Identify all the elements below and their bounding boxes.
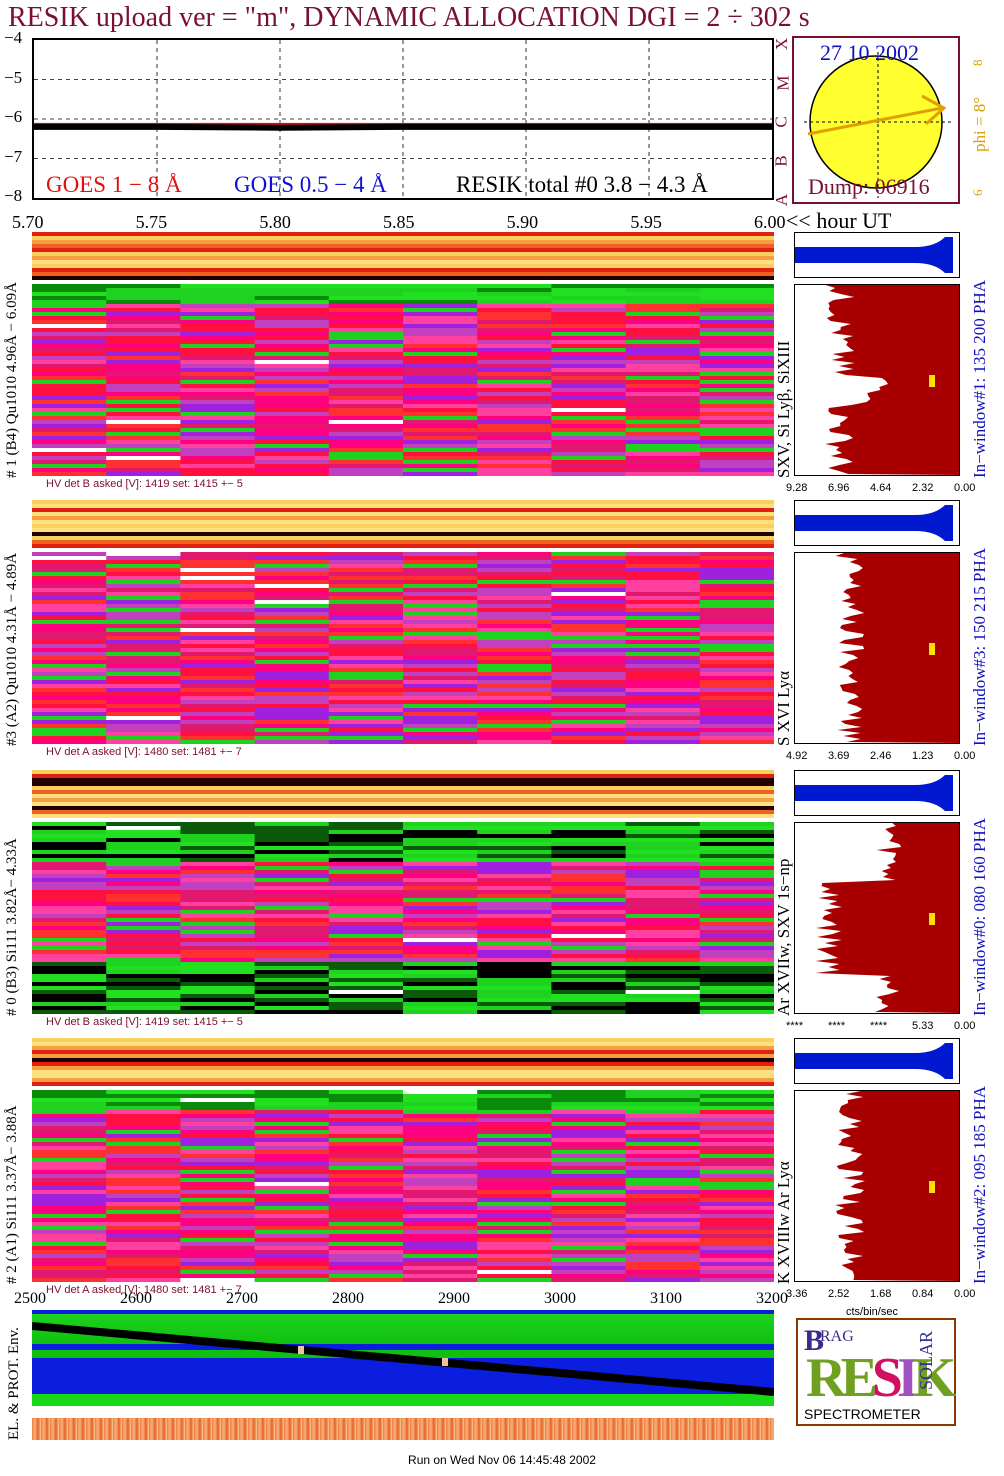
pha-scale-tick: ****: [870, 1020, 888, 1032]
phi-extra: 8: [970, 59, 985, 67]
goes-y-tick: −7: [4, 146, 23, 166]
spectrogram-ch0: [32, 770, 775, 1014]
time-tick: 5.95: [630, 212, 662, 232]
bottom-tick: 2900: [438, 1290, 470, 1307]
logo-caption: SPECTROMETER: [804, 1406, 921, 1422]
window-label-ch3: In−window#3: 150 215 PHA: [970, 547, 989, 746]
flare-class-label: X: [772, 37, 792, 51]
legend-goes-1-8: GOES 1 − 8 Å: [46, 172, 182, 197]
hv-label-ch0: HV det B asked [V]: 1419 set: 1415 +− 5: [46, 1016, 243, 1028]
channel-label-ch2: # 2 (A1) Si111 3.37Å− 3.88Å: [4, 1105, 20, 1284]
bottom-tick: 2700: [226, 1290, 258, 1307]
time-tick: 5.70: [12, 212, 44, 232]
bottom-tick: 2800: [332, 1290, 364, 1307]
page-title: RESIK upload ver = "m", DYNAMIC ALLOCATI…: [8, 2, 810, 33]
bottom-tick: 3200: [756, 1290, 788, 1307]
dump-label: Dump: 06916: [808, 174, 930, 199]
line-label-ch0: Ar XVIIw, SXV 1s−np: [774, 858, 793, 1016]
goes-y-tick: −4: [4, 28, 23, 47]
pha-scale-tick: ****: [786, 1020, 804, 1032]
legend-resik-total: RESIK total #0 3.8 − 4.3 Å: [456, 172, 708, 197]
time-tick: 6.00: [754, 212, 786, 232]
bottom-tick: 3100: [650, 1290, 682, 1307]
sun-disk: [804, 52, 954, 198]
hv-label-ch2: HV det A asked [V]: 1480 set: 1481 +− 7: [46, 1284, 242, 1296]
line-label-ch3: S XVI Lyα: [774, 670, 793, 746]
env-label: EL. & PROT. Env.: [6, 1327, 22, 1440]
legend-goes-05-4: GOES 0.5 − 4 Å: [234, 172, 387, 197]
footer: Run on Wed Nov 06 14:45:48 2002: [408, 1453, 596, 1467]
pha-unit: cts/bin/sec: [846, 1306, 898, 1318]
spectrogram-ch3: [32, 500, 775, 744]
channel-label-ch3: #3 (A2) Qu1010 4.31Å − 4.89Å: [4, 552, 20, 746]
goes-y-tick: −8: [4, 186, 23, 205]
window-label-ch1: In−window#1: 135 200 PHA: [970, 279, 989, 478]
pha-scale-tick: 4.92: [786, 750, 808, 762]
flare-class-label: A: [772, 193, 792, 207]
pha-scale-tick: ****: [828, 1020, 846, 1032]
flare-class-label: C: [771, 116, 791, 128]
flare-class-label: B: [771, 155, 791, 167]
spectrogram-ch1: [32, 232, 775, 476]
pha-top-ch2: [794, 1038, 960, 1084]
pha-scale-tick: 3.36: [786, 1288, 808, 1300]
time-axis-unit: << hour UT: [786, 208, 892, 233]
pha-scale-tick: 0.00: [954, 750, 976, 762]
flare-class-label: M: [773, 75, 793, 91]
pha-histogram-ch0: [794, 822, 960, 1014]
pha-top-ch1: [794, 232, 960, 278]
bottom-tick: 3000: [544, 1290, 576, 1307]
window-label-ch2: In−window#2: 095 185 PHA: [970, 1085, 989, 1284]
phi-label: phi = 8°: [970, 96, 989, 152]
pha-histogram-ch2: [794, 1090, 960, 1282]
environment-panel: [32, 1310, 774, 1406]
bottom-tick: 2500: [14, 1290, 46, 1307]
pha-top-ch3: [794, 500, 960, 546]
pha-scale-tick: 2.32: [912, 482, 934, 494]
bottom-tick: 2600: [120, 1290, 152, 1307]
sun-position-panel: 27 10 2002 Dump: 06916: [792, 36, 960, 204]
goes-y-tick: −5: [4, 67, 23, 87]
goes-light-curve-panel: [32, 38, 774, 200]
pha-scale-tick: 0.00: [954, 1288, 976, 1300]
goes-y-tick: −6: [4, 107, 23, 126]
time-tick: 5.75: [135, 212, 168, 232]
pha-histogram-ch3: [794, 552, 960, 744]
pha-scale-tick: 3.69: [828, 750, 850, 762]
channel-label-ch1: # 1 (B4) Qu1010 4.96Å − 6.09Å: [4, 282, 20, 478]
resik-logo: B RAG RESIK SOLAR SPECTROMETER: [796, 1318, 956, 1426]
pha-scale-tick: 4.64: [870, 482, 892, 494]
pha-scale-tick: 0.00: [954, 1020, 976, 1032]
pha-scale-tick: 1.68: [870, 1288, 892, 1300]
hv-label-ch3: HV det A asked [V]: 1480 set: 1481 +− 7: [46, 746, 242, 758]
goes-plot: [34, 40, 772, 198]
line-label-ch2: K XVIIIw Ar Lyα: [774, 1161, 793, 1284]
time-tick: 5.85: [383, 212, 415, 232]
pha-scale-tick: 2.52: [828, 1288, 850, 1300]
pha-scale-tick: 2.46: [870, 750, 892, 762]
phi-small: 6: [970, 189, 985, 197]
spectrogram-ch2: [32, 1038, 775, 1282]
pha-histogram-ch1: [794, 284, 960, 476]
pha-scale-tick: 9.28: [786, 482, 808, 494]
channel-label-ch0: # 0 (B3) Si111 3.82Å− 4.33Å: [4, 838, 20, 1016]
pha-scale-tick: 5.33: [912, 1020, 934, 1032]
pha-scale-tick: 1.23: [912, 750, 934, 762]
pha-scale-tick: 0.00: [954, 482, 976, 494]
pha-scale-tick: 6.96: [828, 482, 850, 494]
window-label-ch0: In−window#0: 080 160 PHA: [970, 817, 989, 1016]
environment-strip: [32, 1418, 774, 1440]
time-tick: 5.90: [506, 212, 539, 232]
line-label-ch1: SXV, Si Lyβ, SiXIII: [774, 340, 793, 478]
time-tick: 5.80: [259, 212, 291, 232]
pha-scale-tick: 0.84: [912, 1288, 934, 1300]
sun-date: 27 10 2002: [820, 40, 919, 65]
goes-series-line: [34, 123, 772, 131]
hv-label-ch1: HV det B asked [V]: 1419 set: 1415 +− 5: [46, 478, 243, 490]
pha-top-ch0: [794, 770, 960, 816]
